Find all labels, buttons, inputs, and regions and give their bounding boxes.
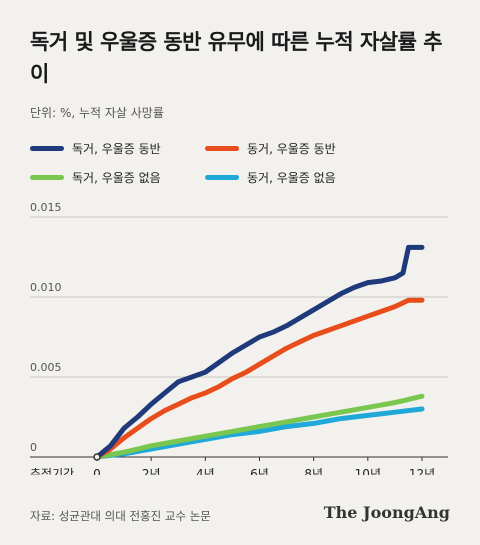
legend-item: 독거, 우울증 없음 xyxy=(30,169,205,186)
x-tick-label: 10년 xyxy=(355,467,381,475)
legend-swatch xyxy=(205,175,239,180)
legend-item: 동거, 우울증 없음 xyxy=(205,169,380,186)
legend-label: 독거, 우울증 동반 xyxy=(72,142,161,156)
brand-logo: The JoongAng xyxy=(323,503,450,522)
y-tick-label: 0.015 xyxy=(30,201,62,214)
legend-item: 동거, 우울증 동반 xyxy=(205,140,380,157)
series-line xyxy=(94,244,425,460)
legend: 독거, 우울증 동반 동거, 우울증 동반 독거, 우울증 없음 동거, 우울증… xyxy=(30,140,450,186)
origin-point xyxy=(93,453,101,461)
y-tick-label: 0.005 xyxy=(30,361,62,374)
series-line xyxy=(94,406,425,460)
x-tick-label: 6년 xyxy=(250,467,269,475)
x-tick-label: 8년 xyxy=(304,467,323,475)
x-tick-label: 2년 xyxy=(142,467,161,475)
series-line xyxy=(94,297,425,460)
chart-title: 독거 및 우울증 동반 유무에 따른 누적 자살률 추이 xyxy=(30,30,443,86)
legend-swatch xyxy=(30,146,64,151)
source-note: 자료: 성균관대 의대 전홍진 교수 논문 xyxy=(30,509,211,523)
legend-label: 동거, 우울증 없음 xyxy=(247,171,336,185)
line-chart: 0 0.005 0.010 0.015 추적기간 0 2년 4년 6년 8년 10년 12년 xyxy=(30,201,448,475)
y-tick-label: 0.010 xyxy=(30,281,62,294)
x-axis-title: 추적기간 xyxy=(30,467,74,475)
legend-label: 동거, 우울증 동반 xyxy=(247,142,336,156)
legend-swatch xyxy=(205,146,239,151)
chart-subtitle: 단위: %, 누적 자살 사망률 xyxy=(30,106,164,120)
series-line xyxy=(94,393,425,460)
legend-item: 독거, 우울증 동반 xyxy=(30,140,205,157)
x-tick-label: 4년 xyxy=(196,467,215,475)
legend-label: 독거, 우울증 없음 xyxy=(72,171,161,185)
x-tick-label: 0 xyxy=(93,467,101,475)
x-tick-label: 12년 xyxy=(409,467,435,475)
y-tick-label: 0 xyxy=(30,441,37,454)
legend-swatch xyxy=(30,175,64,180)
